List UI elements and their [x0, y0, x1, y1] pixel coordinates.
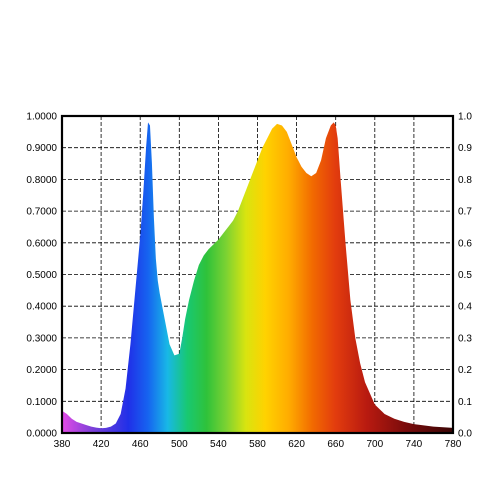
y-right-tick-label: 0.2: [458, 365, 472, 376]
y-left-tick-label: 0.3000: [26, 333, 57, 344]
y-left-tick-label: 0.7000: [26, 207, 57, 218]
x-tick-label: 580: [249, 439, 266, 450]
y-left-tick-label: 0.4000: [26, 302, 57, 313]
x-tick-label: 660: [327, 439, 344, 450]
y-right-tick-label: 0.0: [458, 429, 472, 440]
y-right-tick-label: 0.4: [458, 302, 472, 313]
y-left-tick-labels: 0.0000 0.1000 0.2000 0.3000 0.4000 0.5000 0.60…: [26, 112, 57, 440]
y-left-tick-label: 0.2000: [26, 365, 57, 376]
x-tick-label: 780: [445, 439, 462, 450]
x-tick-label: 380: [54, 439, 71, 450]
y-right-tick-label: 1.0: [458, 112, 472, 123]
y-left-tick-label: 0.8000: [26, 175, 57, 186]
spectrum-area: [62, 122, 453, 433]
x-tick-label: 620: [288, 439, 305, 450]
x-tick-label: 540: [210, 439, 227, 450]
y-left-tick-label: 0.6000: [26, 238, 57, 249]
x-tick-label: 700: [366, 439, 383, 450]
y-right-tick-label: 0.9: [458, 143, 472, 154]
x-tick-label: 460: [132, 439, 149, 450]
y-right-tick-labels: 0.0 0.1 0.2 0.3 0.4 0.5 0.6 0.7 0.8 0.9 1.0: [458, 112, 472, 440]
y-right-tick-label: 0.3: [458, 333, 472, 344]
y-left-tick-label: 1.0000: [26, 112, 57, 123]
y-left-tick-label: 0.5000: [26, 270, 57, 281]
y-left-tick-label: 0.0000: [26, 429, 57, 440]
x-tick-labels: 380 420 460 500 540 580 620 660 700 740 780: [54, 439, 462, 450]
y-right-tick-label: 0.6: [458, 238, 472, 249]
y-left-tick-label: 0.1000: [26, 397, 57, 408]
y-right-tick-label: 0.1: [458, 397, 472, 408]
x-tick-label: 420: [93, 439, 110, 450]
x-tick-label: 500: [171, 439, 188, 450]
y-right-tick-label: 0.8: [458, 175, 472, 186]
y-left-tick-label: 0.9000: [26, 143, 57, 154]
y-right-tick-label: 0.5: [458, 270, 472, 281]
plot-frame: [60, 114, 455, 435]
x-tick-label: 740: [406, 439, 423, 450]
y-right-tick-label: 0.7: [458, 207, 472, 218]
